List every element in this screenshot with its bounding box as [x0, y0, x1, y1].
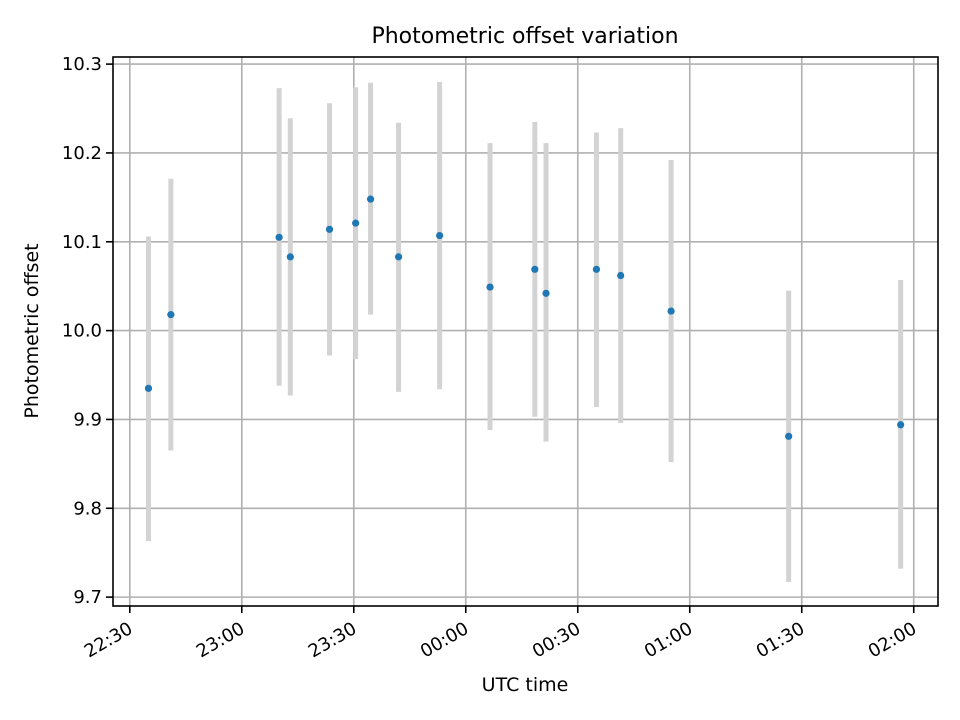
- plot-frame: [112, 56, 939, 607]
- x-axis-label: UTC time: [482, 674, 569, 696]
- data-point: [394, 253, 403, 261]
- data-point: [275, 233, 283, 241]
- y-tick-label: 10.1: [62, 232, 102, 253]
- grid: [113, 57, 938, 606]
- data-point: [352, 219, 360, 227]
- data-point: [144, 384, 153, 392]
- y-axis-ticks: 9.7 9.8 9.9 10.0 10.1 10.2 10.3: [62, 54, 113, 608]
- data-point: [167, 311, 175, 319]
- data-point: [785, 432, 793, 440]
- chart-title: Photometric offset variation: [371, 24, 678, 49]
- y-tick-label: 10.0: [62, 321, 102, 342]
- data-point: [531, 265, 539, 273]
- y-tick-label: 10.3: [62, 54, 102, 75]
- data-point: [436, 231, 444, 240]
- data-point: [366, 195, 375, 203]
- y-axis-label: Photometric offset: [21, 243, 43, 418]
- y-tick-label: 9.7: [73, 587, 102, 608]
- data-point: [286, 253, 294, 261]
- data-point: [592, 265, 601, 273]
- data-point: [542, 289, 550, 297]
- data-points: [144, 195, 905, 440]
- data-point: [667, 307, 675, 315]
- data-point: [486, 283, 494, 291]
- data-point: [617, 271, 625, 280]
- y-tick-label: 10.2: [62, 143, 102, 164]
- data-point: [325, 225, 334, 233]
- y-tick-label: 9.8: [73, 498, 102, 519]
- data-point: [897, 421, 905, 429]
- y-tick-label: 9.9: [73, 409, 102, 430]
